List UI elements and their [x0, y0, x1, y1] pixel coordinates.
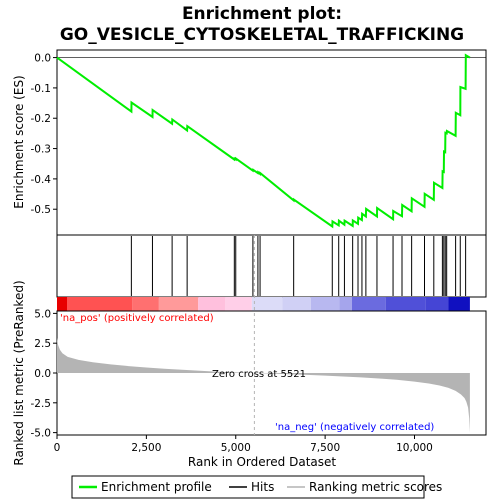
- metric-y-tick-label: -2.5: [31, 398, 52, 410]
- hits-panel-frame: [56, 234, 487, 298]
- metric-y-tick-label: 0.0: [34, 368, 51, 380]
- x-tick-label: 5,000: [221, 442, 251, 454]
- es-y-tick-label: 0.0: [34, 53, 51, 65]
- legend: Enrichment profile Hits Ranking metric s…: [71, 475, 442, 499]
- metric-panel: 5.0 2.5 0.0 -2.5 -5.0 0 2,500 5,000 7,500 10,000…: [31, 235, 487, 454]
- metric-y-tick-label: 5.0: [34, 308, 51, 320]
- heat-bar-segment: [310, 297, 340, 311]
- heat-bar-segment: [425, 297, 449, 311]
- heat-bar-segment: [158, 297, 199, 311]
- es-y-axis: 0.0 -0.1 -0.2 -0.3 -0.4 -0.5: [31, 53, 57, 216]
- es-y-tick-label: -0.5: [31, 204, 52, 216]
- legend-enrichment-label: Enrichment profile: [101, 480, 212, 494]
- x-tick-label: 2,500: [131, 442, 161, 454]
- legend-hits-label: Hits: [251, 480, 274, 494]
- negative-correlation-label: 'na_neg' (negatively correlated): [275, 422, 434, 433]
- heat-bar-segment: [251, 297, 283, 311]
- es-y-tick-label: -0.3: [31, 144, 52, 156]
- heat-bar-segment: [448, 297, 470, 311]
- heat-bar-segment: [67, 297, 133, 311]
- zero-cross-label: Zero cross at 5521: [212, 369, 306, 380]
- positive-correlation-label: 'na_pos' (positively correlated): [60, 313, 214, 324]
- metric-y-tick-label: 2.5: [34, 338, 51, 350]
- x-tick-label: 7,500: [310, 442, 340, 454]
- chart-title-line2: GO_VESICLE_CYTOSKELETAL_TRAFFICKING: [60, 25, 464, 45]
- heat-bar-segment: [339, 297, 352, 311]
- rank-heat-bar: [57, 297, 470, 311]
- legend-metric-label: Ranking metric scores: [309, 480, 442, 494]
- x-axis: 0 2,500 5,000 7,500 10,000: [54, 435, 433, 454]
- x-axis-label: Rank in Ordered Dataset: [188, 455, 336, 469]
- metric-y-axis: 5.0 2.5 0.0 -2.5 -5.0: [31, 308, 57, 440]
- chart-title-line1: Enrichment plot:: [182, 4, 342, 24]
- es-panel: 0.0 -0.1 -0.2 -0.3 -0.4 -0.5: [31, 49, 487, 236]
- heat-bar-segment: [57, 297, 68, 311]
- legend-frame: [71, 475, 425, 499]
- x-tick-label: 10,000: [396, 442, 433, 454]
- heat-bar-segment: [351, 297, 386, 311]
- metric-y-tick-label: -5.0: [31, 428, 52, 440]
- heat-bar-segment: [198, 297, 226, 311]
- x-tick-label: 0: [54, 442, 61, 454]
- heat-bar-segment: [282, 297, 311, 311]
- hit-markers: [130, 236, 467, 296]
- heat-bar-segment: [225, 297, 252, 311]
- es-y-tick-label: -0.1: [31, 83, 52, 95]
- heat-bar-segment: [132, 297, 159, 311]
- metric-y-axis-label: Ranked list metric (PreRanked): [12, 280, 26, 465]
- es-y-axis-label: Enrichment score (ES): [12, 75, 26, 208]
- es-profile-line: [56, 53, 471, 229]
- es-y-tick-label: -0.4: [31, 174, 52, 186]
- hits-panel: [56, 234, 487, 298]
- es-panel-frame: [56, 49, 487, 236]
- heat-bar-segment: [385, 297, 426, 311]
- es-y-tick-label: -0.2: [31, 113, 52, 125]
